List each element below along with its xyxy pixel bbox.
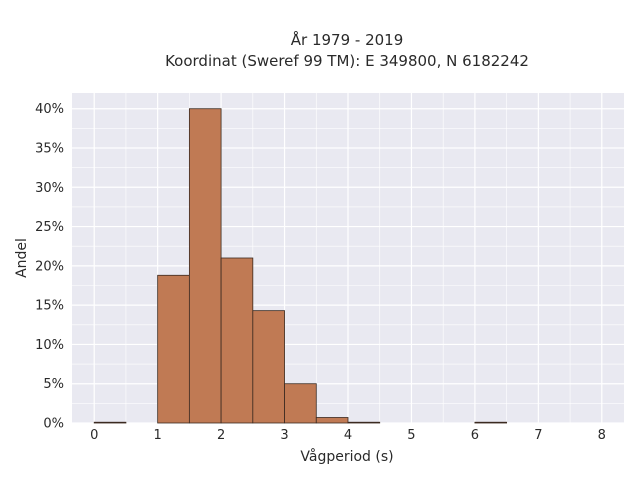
histogram-bar — [93, 421, 127, 424]
grid-lines — [72, 93, 624, 424]
histogram-bar — [474, 421, 508, 424]
histogram-bar — [220, 257, 254, 424]
histogram-bar — [284, 383, 317, 424]
y-tick-label: 35% — [35, 142, 64, 157]
y-tick-label: 10% — [35, 338, 64, 353]
y-tick-label: 0% — [43, 417, 64, 432]
y-tick-label: 15% — [35, 299, 64, 314]
histogram-bar — [157, 274, 190, 424]
y-axis-ticks: 0% 5% 10% 15% 20% 25% 30% 35% 40% — [35, 102, 64, 431]
y-tick-label: 40% — [35, 102, 64, 117]
bars — [93, 108, 508, 424]
histogram-bar — [252, 310, 285, 424]
x-tick-label: 4 — [344, 428, 352, 443]
x-tick-label: 1 — [154, 428, 162, 443]
x-tick-label: 3 — [280, 428, 288, 443]
x-tick-label: 2 — [217, 428, 225, 443]
x-axis-label: Vågperiod (s) — [300, 448, 393, 465]
histogram-bar — [347, 421, 381, 424]
y-tick-label: 5% — [43, 377, 64, 392]
histogram-bar — [188, 108, 222, 424]
y-axis-label: Andel — [14, 238, 30, 278]
histogram-bar — [315, 417, 349, 424]
x-tick-label: 0 — [90, 428, 98, 443]
x-axis-ticks: 0 1 2 3 4 5 6 7 8 — [90, 428, 606, 443]
x-tick-label: 5 — [407, 428, 415, 443]
y-tick-label: 20% — [35, 259, 64, 274]
chart-title-line-2: Koordinat (Sweref 99 TM): E 349800, N 61… — [165, 52, 529, 70]
x-tick-label: 7 — [534, 428, 542, 443]
y-tick-label: 30% — [35, 181, 64, 196]
chart-title-line-1: År 1979 - 2019 — [291, 30, 404, 49]
x-tick-label: 8 — [598, 428, 606, 443]
y-tick-label: 25% — [35, 220, 64, 235]
x-tick-label: 6 — [471, 428, 479, 443]
